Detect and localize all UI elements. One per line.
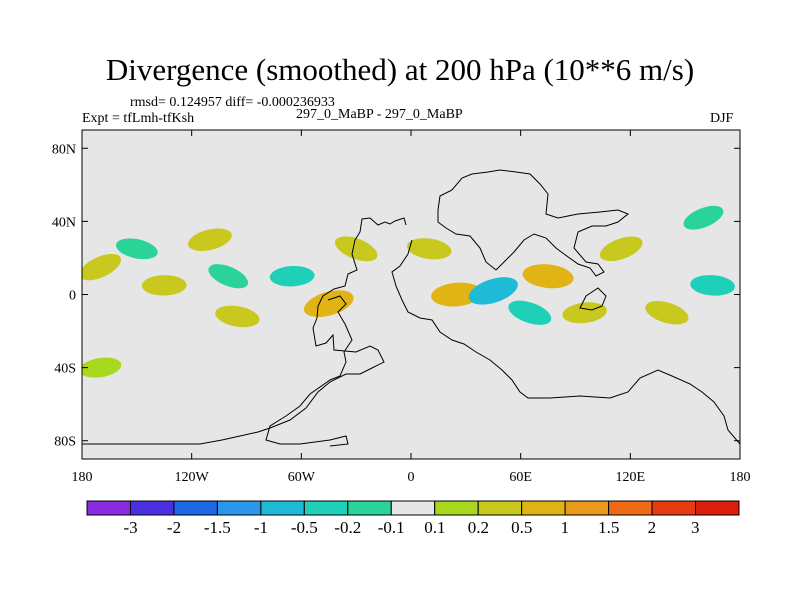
colorbar-label: -0.1 (377, 518, 405, 537)
experiment-label: Expt = tfLmh-tfKsh (82, 111, 195, 126)
divergence-feature (215, 305, 260, 328)
colorbar-label: -3 (123, 518, 138, 537)
divergence-field (82, 205, 735, 378)
y-tick-label: 80N (52, 142, 76, 157)
coastline-eurasia (437, 169, 629, 277)
coastline-south-america (265, 295, 353, 447)
colorbar-label: 0.1 (424, 518, 446, 537)
x-tick-label: 180 (730, 470, 751, 485)
colorbar-swatch (390, 500, 436, 516)
stats-line: rmsd= 0.124957 diff= -0.000236933 (130, 95, 335, 110)
colorbar-label: -1.5 (203, 518, 231, 537)
divergence-feature (683, 205, 724, 230)
divergence-feature (334, 236, 378, 262)
divergence-feature (690, 275, 735, 296)
colorbar-swatch (608, 500, 653, 516)
colorbar-swatch (651, 500, 697, 516)
colorbar-swatch (216, 500, 262, 516)
colorbar-label: 0.2 (467, 518, 489, 537)
colorbar-swatch (129, 500, 175, 516)
coastline-africa (391, 239, 740, 445)
colorbar-label: -2 (166, 518, 182, 537)
y-tick-label: 40S (54, 362, 76, 377)
colorbar-label: -1 (253, 518, 269, 537)
season-label: DJF (710, 111, 734, 126)
divergence-feature (468, 277, 518, 305)
divergence-feature (407, 238, 452, 260)
colorbar-label: -0.2 (334, 518, 362, 537)
x-tick-label: 60W (288, 470, 316, 485)
divergence-feature (508, 300, 552, 325)
y-axis: 80N 40N 0 40S 80S (52, 142, 740, 450)
divergence-feature (82, 357, 122, 378)
colorbar-swatch (434, 500, 479, 516)
colorbar-swatch (86, 500, 131, 516)
divergence-feature (599, 236, 643, 262)
x-tick-label: 0 (408, 470, 415, 485)
divergence-feature (522, 264, 574, 289)
colorbar-swatch (260, 500, 305, 516)
colorbar-swatch (564, 500, 610, 516)
coastline-americas (82, 217, 407, 445)
divergence-feature (116, 238, 158, 260)
divergence-feature (208, 264, 249, 289)
divergence-feature (188, 228, 232, 251)
colorbar-label: 2 (647, 518, 657, 537)
colorbar-label: 1 (560, 518, 570, 537)
colorbar-label: -0.5 (290, 518, 318, 537)
colorbar-swatch (173, 500, 218, 516)
coastline (82, 169, 740, 447)
colorbar-label: 3 (691, 518, 700, 537)
x-tick-label: 180 (72, 470, 93, 485)
x-tick-label: 120E (616, 470, 646, 485)
y-tick-label: 80S (54, 435, 76, 450)
colorbar-swatch (477, 500, 523, 516)
divergence-feature (269, 265, 315, 287)
colorbar-swatch (521, 500, 566, 516)
colorbar-swatch (695, 500, 740, 516)
divergence-feature (562, 302, 607, 324)
comparison-label: 297_0_MaBP - 297_0_MaBP (296, 107, 463, 122)
colorbar-label: 0.5 (511, 518, 533, 537)
plot-area-background (82, 130, 740, 459)
coastline-east-asia (579, 287, 607, 311)
x-tick-label: 120W (175, 470, 210, 485)
x-axis: 180 120W 60W 0 60E 120E 180 (72, 130, 751, 485)
colorbar-swatch (347, 500, 392, 516)
divergence-feature (82, 253, 122, 281)
chart-title: Divergence (smoothed) at 200 hPa (10**6 … (105, 52, 695, 87)
divergence-feature (141, 275, 187, 296)
colorbar (86, 500, 740, 516)
divergence-feature (431, 282, 483, 307)
y-tick-label: 40N (52, 215, 76, 230)
x-tick-label: 60E (509, 470, 532, 485)
divergence-feature (645, 301, 689, 325)
y-tick-label: 0 (69, 289, 76, 304)
colorbar-label: 1.5 (598, 518, 620, 537)
colorbar-swatch (303, 500, 349, 516)
